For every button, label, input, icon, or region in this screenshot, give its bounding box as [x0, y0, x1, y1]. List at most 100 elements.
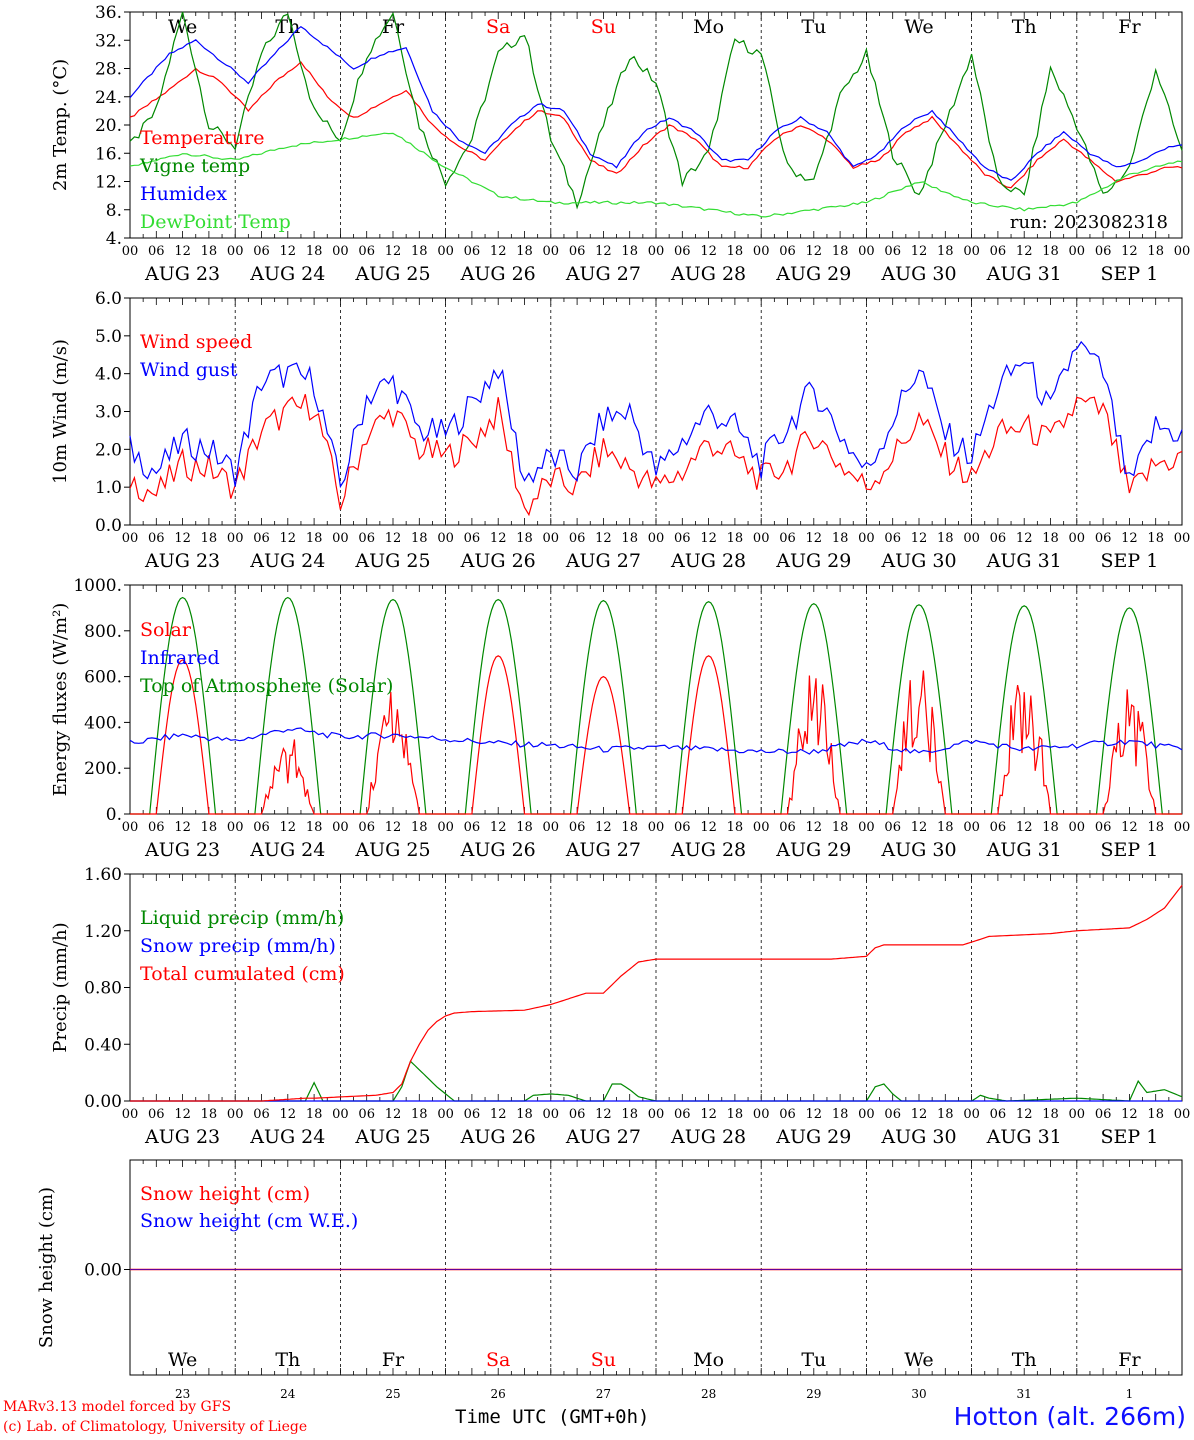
hour-tick-label: 06	[358, 1107, 375, 1122]
hour-tick-label: 00	[963, 820, 980, 835]
y-axis-label: Energy fluxes (W/m²)	[50, 603, 71, 797]
hour-tick-label: 18	[1147, 244, 1164, 259]
hour-tick-label: 12	[806, 244, 823, 259]
hour-tick-label: 06	[253, 531, 270, 546]
hour-tick-label: 18	[621, 820, 638, 835]
date-label: AUG 29	[775, 839, 851, 861]
hour-tick-label: 06	[674, 820, 691, 835]
hour-tick-label: 00	[1069, 1107, 1086, 1122]
date-label: AUG 23	[144, 1126, 220, 1148]
hour-tick-label: 18	[201, 820, 218, 835]
y-tick-label: 400.	[84, 713, 122, 733]
hour-tick-label: 00	[437, 1107, 454, 1122]
day-number-label: 31	[1017, 1387, 1032, 1401]
weekday-label: Mo	[693, 16, 724, 38]
hour-tick-label: 18	[201, 244, 218, 259]
hour-tick-label: 00	[1069, 244, 1086, 259]
weekday-label: Su	[591, 16, 616, 38]
date-label: AUG 27	[565, 550, 641, 572]
hour-tick-label: 12	[385, 531, 402, 546]
weekday-label: Th	[275, 1349, 300, 1371]
hour-tick-label: 18	[306, 244, 323, 259]
hour-tick-label: 06	[884, 820, 901, 835]
date-label: AUG 25	[354, 550, 430, 572]
date-label: AUG 26	[460, 839, 536, 861]
hour-tick-label: 00	[543, 531, 560, 546]
hour-tick-label: 00	[648, 820, 665, 835]
hour-tick-label: 06	[464, 244, 481, 259]
hour-tick-label: 12	[490, 244, 507, 259]
hour-tick-label: 00	[543, 820, 560, 835]
hour-tick-label: 06	[148, 820, 165, 835]
hour-tick-label: 06	[253, 1107, 270, 1122]
hour-tick-label: 18	[1042, 531, 1059, 546]
date-label: AUG 29	[775, 550, 851, 572]
day-number-label: 29	[806, 1387, 821, 1401]
hour-tick-label: 12	[280, 244, 297, 259]
date-label: AUG 24	[249, 263, 325, 285]
hour-tick-label: 00	[753, 820, 770, 835]
date-label: AUG 24	[249, 839, 325, 861]
hour-tick-label: 00	[332, 531, 349, 546]
hour-tick-label: 06	[148, 1107, 165, 1122]
hour-tick-label: 00	[543, 1107, 560, 1122]
hour-tick-label: 18	[411, 820, 428, 835]
hour-tick-label: 18	[516, 531, 533, 546]
legend-entry: Wind speed	[140, 331, 252, 353]
hour-tick-label: 06	[1095, 1107, 1112, 1122]
hour-tick-label: 12	[1016, 244, 1033, 259]
y-tick-label: 24.	[95, 88, 122, 108]
hour-tick-label: 18	[411, 244, 428, 259]
hour-tick-label: 18	[832, 820, 849, 835]
day-number-label: 23	[175, 1387, 190, 1401]
weekday-label: Tu	[801, 1349, 826, 1371]
date-label: AUG 26	[460, 550, 536, 572]
hour-tick-label: 12	[806, 820, 823, 835]
hour-tick-label: 06	[464, 820, 481, 835]
hour-tick-label: 12	[700, 820, 717, 835]
hour-tick-label: 00	[1174, 531, 1191, 546]
hour-tick-label: 00	[648, 531, 665, 546]
hour-tick-label: 06	[779, 1107, 796, 1122]
date-label: AUG 23	[144, 550, 220, 572]
date-label: AUG 30	[880, 1126, 956, 1148]
hour-tick-label: 00	[648, 1107, 665, 1122]
legend-entry: Infrared	[140, 647, 220, 669]
hour-tick-label: 12	[700, 244, 717, 259]
weekday-label: We	[168, 16, 197, 38]
date-label: AUG 30	[880, 263, 956, 285]
weekday-label: Mo	[693, 1349, 724, 1371]
hour-tick-label: 06	[253, 244, 270, 259]
date-label: AUG 27	[565, 1126, 641, 1148]
y-tick-label: 4.0	[95, 365, 122, 385]
legend-entry: Solar	[140, 619, 192, 641]
legend-entry: Snow height (cm)	[140, 1183, 310, 1205]
hour-tick-label: 12	[595, 1107, 612, 1122]
run-label: run: 2023082318	[1010, 212, 1168, 233]
hour-tick-label: 18	[1042, 1107, 1059, 1122]
hour-tick-label: 18	[621, 1107, 638, 1122]
hour-tick-label: 12	[1121, 244, 1138, 259]
date-label: SEP 1	[1100, 1126, 1158, 1148]
hour-tick-label: 00	[753, 531, 770, 546]
y-tick-label: 20.	[95, 116, 122, 136]
hour-tick-label: 00	[543, 244, 560, 259]
hour-tick-label: 00	[858, 244, 875, 259]
hour-tick-label: 06	[990, 820, 1007, 835]
y-tick-label: 28.	[95, 60, 122, 80]
legend-entry: Snow height (cm W.E.)	[140, 1210, 358, 1232]
hour-tick-label: 00	[1174, 244, 1191, 259]
y-tick-label: 16.	[95, 144, 122, 164]
hour-tick-label: 18	[1147, 820, 1164, 835]
hour-tick-label: 00	[1069, 820, 1086, 835]
day-number-label: 27	[596, 1387, 611, 1401]
date-label: AUG 26	[460, 1126, 536, 1148]
date-label: SEP 1	[1100, 550, 1158, 572]
hour-tick-label: 18	[937, 1107, 954, 1122]
hour-tick-label: 18	[832, 1107, 849, 1122]
date-label: AUG 25	[354, 1126, 430, 1148]
hour-tick-label: 00	[227, 1107, 244, 1122]
hour-tick-label: 00	[227, 244, 244, 259]
hour-tick-label: 12	[1121, 820, 1138, 835]
hour-tick-label: 18	[516, 244, 533, 259]
